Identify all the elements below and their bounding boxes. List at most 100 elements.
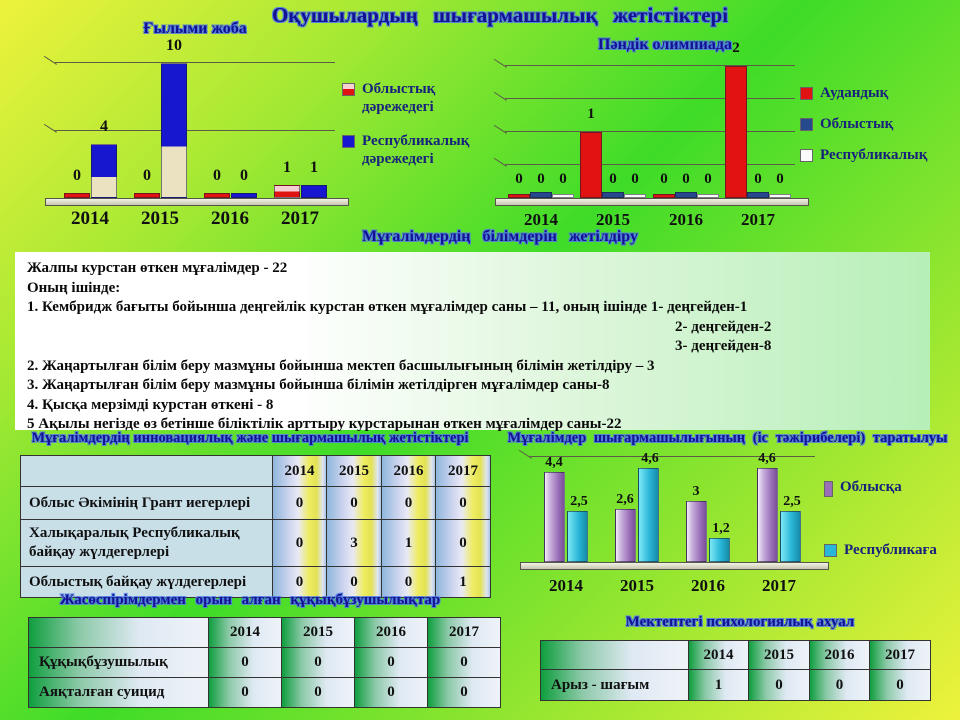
offenses-table: 2014 2015 2016 2017 Құқықбұзушылық 0 0 0 0 Аяқтал… xyxy=(28,617,501,708)
table-value-cell: 0 xyxy=(436,487,491,520)
gridline xyxy=(505,164,795,165)
table-header-cell: 2015 xyxy=(282,618,355,648)
chart-bar xyxy=(709,537,730,562)
table-corner-cell xyxy=(29,618,209,648)
bar-value-label: 0 xyxy=(682,171,690,187)
chart-bar xyxy=(544,472,565,562)
chart-bar xyxy=(638,468,659,562)
table-row-label: Халықаралық Республикалық байқау жүлдеге… xyxy=(21,520,273,567)
legend-item: Облысқа xyxy=(824,478,954,497)
bar-value-label: 0 xyxy=(609,171,617,187)
chart-bar xyxy=(747,192,769,198)
chart-bar xyxy=(675,192,697,198)
bar-value-label: 0 xyxy=(213,167,221,184)
bar-value-label: 0 xyxy=(537,171,545,187)
chart2-title: Пәндік олимпиада xyxy=(598,36,732,53)
psych-table-header: Мектептегі психологиялық ахуал xyxy=(625,614,855,630)
training-line: 3. Жаңартылған білім беру мазмұны бойынш… xyxy=(27,377,610,393)
bar-value-label: 2,5 xyxy=(570,494,588,509)
axis-category-label: 2015 xyxy=(141,208,179,229)
bar-value-label: 4,6 xyxy=(758,451,776,467)
oblystyk-swatch-icon xyxy=(342,83,355,96)
axis-category-label: 2014 xyxy=(549,576,583,595)
psych-table: 2014 2015 2016 2017 Арыз - шағым 1 0 0 0 xyxy=(540,640,931,701)
table-value-cell: 0 xyxy=(355,678,428,708)
table-value-cell: 1 xyxy=(436,567,491,598)
slide-title: Оқушылардың шығармашылық жетістіктері xyxy=(271,3,729,27)
table-header-cell: 2014 xyxy=(689,641,749,670)
chart-bar xyxy=(780,511,801,562)
table-row-label: Облыстық байқау жүлдегерлері xyxy=(21,567,273,598)
chart-bar xyxy=(552,194,574,198)
legend-label: Облысқа xyxy=(840,479,902,495)
training-line: 3- деңгейден-8 xyxy=(675,338,772,354)
table-value-cell: 0 xyxy=(382,567,436,598)
table-header-cell: 2016 xyxy=(355,618,428,648)
legend-item: Облыстық xyxy=(800,115,950,133)
bar-value-label: 1 xyxy=(310,158,318,176)
axis-category-label: 2014 xyxy=(71,208,109,229)
table-header-cell: 2017 xyxy=(436,456,491,487)
table-header-cell: 2015 xyxy=(749,641,810,670)
chart1-plot: 0 4 0 10 0 0 1 1 2014 2015 2016 2017 xyxy=(45,37,349,229)
table-value-cell: 0 xyxy=(436,520,491,567)
bar-value-label: 2,5 xyxy=(783,494,801,509)
bar-value-label: 2,6 xyxy=(616,491,634,507)
oblystyk-swatch-icon xyxy=(800,118,813,131)
chart-bar xyxy=(757,468,778,562)
respublikalyk-swatch-icon xyxy=(800,149,813,162)
table-value-cell: 0 xyxy=(428,648,501,678)
training-line: 4. Қысқа мерзімді курстан өткені - 8 xyxy=(27,396,274,413)
chart-bar xyxy=(602,192,624,198)
bar-value-label: 1 xyxy=(283,158,291,176)
chart-bar xyxy=(134,193,160,198)
bar-value-label: 0 xyxy=(515,171,523,187)
table-value-cell: 1 xyxy=(382,520,436,567)
legend-label: Облыстық дәрежедегі xyxy=(362,81,436,115)
table-header-cell: 2016 xyxy=(810,641,870,670)
table-value-cell: 0 xyxy=(870,670,931,701)
chart-bar xyxy=(653,194,675,198)
table-header-cell: 2014 xyxy=(273,456,327,487)
axis-category-label: 2014 xyxy=(524,210,558,229)
table-value-cell: 1 xyxy=(689,670,749,701)
oblyska-swatch-icon xyxy=(824,481,833,497)
bar-value-label: 3 xyxy=(692,483,700,499)
bar-value-label: 4,6 xyxy=(641,451,659,467)
table-row-label: Арыз - шағым xyxy=(541,670,689,701)
table-value-cell: 0 xyxy=(327,567,382,598)
table-value-cell: 0 xyxy=(382,487,436,520)
table-value-cell: 0 xyxy=(209,648,282,678)
legend-item: Республикалық дәрежедегі xyxy=(342,132,497,168)
bar-value-label: 0 xyxy=(559,171,567,187)
chart-bar xyxy=(697,194,719,198)
table-row-label: Аяқталған суицид xyxy=(29,678,209,708)
training-line: 1. Кембридж бағыты бойынша деңгейлік кур… xyxy=(27,299,748,315)
chart1-title: Ғылыми жоба xyxy=(143,20,247,37)
chart-bar xyxy=(508,194,530,198)
chart-bar xyxy=(725,66,747,198)
table-row-label: Облыс Әкімінің Грант иегерлері xyxy=(21,487,273,520)
bar-value-label: 10 xyxy=(166,37,182,54)
table-value-cell: 0 xyxy=(273,567,327,598)
gridline xyxy=(505,65,795,66)
table-value-cell: 0 xyxy=(428,678,501,708)
bar-value-label: 0 xyxy=(73,167,81,184)
bar-value-label: 1,2 xyxy=(712,520,730,536)
chart-bar xyxy=(231,193,257,198)
training-line: 2. Жаңартылған білім беру мазмұны бойынш… xyxy=(27,357,655,374)
chart-bar xyxy=(301,184,327,198)
chart-bar xyxy=(204,193,230,198)
chart2-plot: 0 0 0 1 0 0 0 0 0 2 0 0 2014 2015 2016 2017 xyxy=(495,40,809,229)
table-value-cell: 0 xyxy=(273,487,327,520)
legend-label: Республикалық xyxy=(820,147,928,163)
axis-category-label: 2016 xyxy=(691,576,725,595)
gridline xyxy=(55,129,335,131)
gridline xyxy=(55,62,335,63)
chart-bar xyxy=(530,192,552,198)
axis-category-label: 2017 xyxy=(741,210,775,229)
chart3-title: Мұғалімдер шығармашылығының (іс тәжірибе… xyxy=(507,430,948,446)
respublikaga-swatch-icon xyxy=(824,544,837,557)
axis-category-label: 2016 xyxy=(211,208,249,229)
bar-value-label: 0 xyxy=(754,171,762,187)
